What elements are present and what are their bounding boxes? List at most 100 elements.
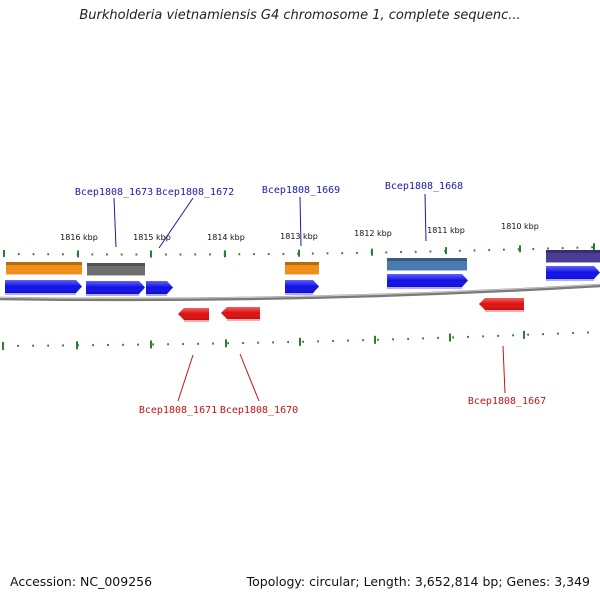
minor-tick	[257, 341, 259, 344]
major-tick	[519, 245, 521, 253]
minor-tick	[591, 246, 593, 249]
minor-tick	[194, 253, 197, 256]
minor-tick	[227, 342, 229, 345]
minor-tick	[32, 253, 35, 256]
major-tick	[374, 335, 376, 344]
minor-tick	[167, 343, 169, 346]
minor-tick	[47, 344, 49, 347]
minor-tick	[385, 251, 388, 254]
forward-gene-arrow[interactable]	[5, 280, 82, 295]
minor-tick	[91, 253, 94, 256]
minor-tick	[414, 250, 417, 253]
leader-line	[239, 353, 260, 402]
minor-tick	[542, 333, 544, 336]
major-tick	[371, 248, 373, 256]
minor-tick	[179, 253, 182, 256]
minor-tick	[587, 331, 589, 334]
major-tick	[593, 243, 595, 251]
gene-track-forward	[5, 266, 600, 296]
feature-box[interactable]	[546, 250, 600, 263]
minor-tick	[517, 248, 520, 251]
minor-tick	[32, 344, 34, 347]
tick-labels: 1816 kbp 1815 kbp 1814 kbp 1813 kbp 1812 kbp…	[60, 222, 539, 242]
gene-label-reverse[interactable]: Bcep1808_1667	[468, 396, 546, 407]
feature-box[interactable]	[285, 262, 319, 275]
major-tick	[77, 250, 79, 258]
map-title: Burkholderia vietnamiensis G4 chromosome…	[79, 8, 521, 23]
gene-label-forward[interactable]: Bcep1808_1673	[75, 187, 153, 198]
inner-tick-track	[2, 330, 589, 350]
feature-box[interactable]	[87, 263, 145, 276]
minor-tick	[377, 338, 379, 341]
minor-tick	[458, 249, 461, 252]
major-tick	[150, 340, 152, 349]
minor-tick	[532, 247, 535, 250]
reverse-gene-arrow[interactable]	[178, 308, 209, 322]
minor-tick	[482, 335, 484, 338]
feature-box[interactable]	[387, 258, 467, 271]
minor-tick	[47, 253, 50, 256]
gene-label-forward[interactable]: Bcep1808_1672	[156, 187, 234, 198]
minor-tick	[106, 253, 108, 256]
major-tick	[76, 341, 78, 350]
minor-tick	[164, 253, 167, 256]
reverse-gene-arrow[interactable]	[479, 298, 524, 312]
forward-gene-arrow[interactable]	[387, 274, 468, 289]
major-tick	[523, 330, 525, 339]
forward-gene-arrow[interactable]	[546, 266, 600, 281]
minor-tick	[422, 337, 424, 340]
minor-tick	[62, 344, 64, 347]
gene-label-reverse[interactable]: Bcep1808_1670	[220, 405, 298, 416]
minor-tick	[467, 335, 469, 338]
major-tick	[298, 249, 300, 257]
minor-tick	[209, 253, 211, 256]
minor-tick	[437, 336, 439, 339]
forward-gene-arrow[interactable]	[86, 281, 145, 296]
major-tick	[445, 247, 447, 255]
minor-tick	[135, 253, 138, 256]
minor-tick	[197, 342, 199, 345]
minor-tick	[527, 333, 529, 336]
minor-tick	[122, 343, 124, 346]
minor-tick	[317, 340, 319, 343]
minor-tick	[547, 247, 549, 250]
forward-gene-arrow[interactable]	[285, 280, 319, 295]
major-tick	[225, 339, 227, 348]
gene-label-forward[interactable]: Bcep1808_1669	[262, 185, 340, 196]
minor-tick	[282, 252, 285, 255]
major-tick	[150, 250, 152, 258]
minor-tick	[400, 251, 402, 254]
gene-label-reverse[interactable]: Bcep1808_1671	[139, 405, 217, 416]
gene-labels[interactable]: Bcep1808_1673 Bcep1808_1672 Bcep1808_1669 B…	[75, 181, 546, 416]
leader-line	[177, 354, 194, 402]
gene-label-forward[interactable]: Bcep1808_1668	[385, 181, 463, 192]
minor-tick	[62, 253, 64, 256]
feature-track-top	[6, 250, 600, 276]
chromosome-backbone-highlight	[0, 284, 600, 299]
minor-tick	[557, 332, 559, 335]
minor-tick	[512, 334, 514, 337]
label-leader-lines	[113, 193, 506, 402]
minor-tick	[107, 343, 109, 346]
feature-box[interactable]	[6, 262, 82, 275]
outer-tick-track	[3, 243, 595, 258]
minor-tick	[17, 344, 19, 347]
minor-tick	[347, 339, 349, 342]
minor-tick	[152, 343, 154, 346]
minor-tick	[267, 253, 270, 256]
leader-line	[424, 193, 427, 242]
tick-label: 1815 kbp	[133, 233, 171, 242]
minor-tick	[311, 252, 314, 255]
minor-tick	[182, 343, 184, 346]
tick-label: 1813 kbp	[280, 232, 318, 241]
minor-tick	[326, 252, 329, 255]
genome-summary: Topology: circular; Length: 3,652,814 bp…	[246, 574, 590, 589]
chromosome-backbone	[0, 283, 600, 302]
minor-tick	[452, 336, 454, 339]
minor-tick	[561, 247, 564, 250]
tick-label: 1810 kbp	[501, 222, 539, 231]
leader-line	[502, 345, 506, 394]
forward-gene-arrow[interactable]	[146, 281, 173, 296]
reverse-gene-arrow[interactable]	[221, 307, 260, 321]
